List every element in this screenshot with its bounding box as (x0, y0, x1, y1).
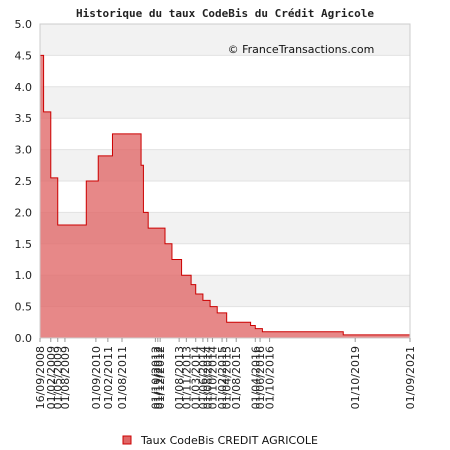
y-tick-label: 0.5 (15, 301, 33, 314)
x-tick-label: 01/11/2012 (152, 346, 165, 409)
x-tick-label: 01/09/2010 (90, 346, 103, 409)
x-tick-label: 01/03/2014 (190, 346, 203, 409)
background-band (40, 118, 410, 150)
y-axis-ticks: 0.0 0.5 1.0 1.5 2.0 2.5 3.0 3.5 4.0 4.5 5.0 (15, 18, 33, 345)
x-tick-label: 01/02/2015 (216, 346, 229, 409)
x-tick-label: 01/08/2015 (230, 346, 243, 409)
legend-label: Taux CodeBis CREDIT AGRICOLE (140, 434, 318, 447)
background-band (40, 149, 410, 181)
y-tick-label: 1.0 (15, 269, 33, 282)
x-tick-label: 01/08/2009 (59, 346, 72, 409)
x-tick-label: 01/12/2012 (154, 346, 167, 409)
x-tick-label: 01/04/2016 (249, 346, 262, 409)
x-tick-label: 01/10/2016 (264, 346, 277, 409)
y-tick-label: 3.0 (15, 144, 33, 157)
x-tick-label: 01/10/2012 (149, 346, 162, 409)
series-area (39, 54, 411, 339)
y-tick-label: 4.5 (15, 49, 33, 62)
y-tick-label: 3.5 (15, 112, 33, 125)
x-tick-label: 01/02/2009 (45, 346, 58, 409)
plot-frame (39, 23, 411, 339)
legend: Taux CodeBis CREDIT AGRICOLE (122, 434, 318, 447)
x-tick-label: 01/04/2015 (221, 346, 234, 409)
watermark-text: © FranceTransactions.com (228, 43, 375, 56)
background-band (40, 55, 410, 87)
background-band (40, 86, 410, 119)
area-layer (39, 54, 411, 339)
y-tick-label: 5.0 (15, 18, 33, 31)
x-tick-label: 01/08/2014 (202, 346, 215, 409)
x-tick-label: 01/02/2011 (102, 346, 115, 409)
x-tick-label: 16/09/2008 (34, 346, 47, 409)
y-tick-label: 0.0 (15, 332, 33, 345)
y-tick-label: 2.0 (15, 206, 33, 219)
background-band (40, 24, 410, 56)
y-tick-label: 4.0 (15, 81, 33, 94)
chart-title: Historique du taux CodeBis du Crédit Agr… (76, 7, 374, 20)
x-tick-label: 01/08/2013 (173, 346, 186, 409)
x-tick-label: 01/10/2014 (206, 346, 219, 409)
x-tick-label: 01/06/2014 (197, 346, 210, 409)
y-tick-label: 2.5 (15, 175, 33, 188)
x-tick-label: 01/11/2013 (180, 346, 193, 409)
x-axis-ticks: 16/09/200801/02/200901/05/200901/08/2009… (34, 338, 417, 409)
x-tick-label: 01/06/2016 (254, 346, 267, 409)
x-tick-label: 01/05/2009 (52, 346, 65, 409)
x-tick-label: 01/09/2021 (404, 346, 417, 409)
x-tick-label: 01/08/2011 (116, 346, 129, 409)
y-tick-label: 1.5 (15, 238, 33, 251)
x-tick-label: 01/10/2019 (349, 346, 362, 409)
legend-swatch (122, 435, 132, 445)
